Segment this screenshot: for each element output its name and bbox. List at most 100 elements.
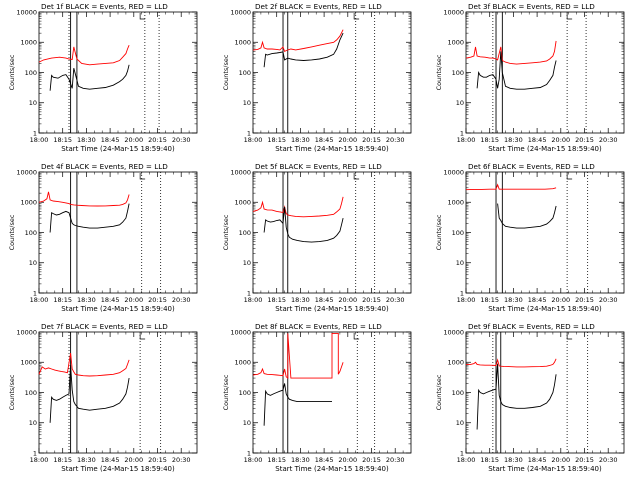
x-tick-label: 20:00 — [338, 296, 357, 304]
detector-plot-1: Det 1f BLACK = Events, RED = LLD 1 10 100 10… — [8, 2, 198, 153]
y-tick-label: 10000 — [230, 328, 251, 336]
plot-frame — [38, 331, 198, 454]
y-tick-label: 1000 — [234, 39, 251, 47]
y-tick-label: 100 — [452, 229, 464, 237]
x-tick-label: 20:15 — [148, 456, 167, 464]
x-tick-label: 18:45 — [528, 456, 547, 464]
x-axis-label: Start Time (24-Mar-15 18:59:40) — [488, 465, 602, 473]
x-tick-label: 18:15 — [267, 296, 286, 304]
detector-plot-2: Det 2f BLACK = Events, RED = LLD 1 10 100 10… — [222, 2, 412, 153]
x-tick-label: 18:45 — [101, 136, 120, 144]
x-tick-label: 18:30 — [77, 136, 96, 144]
x-axis-label: Start Time (24-Mar-15 18:59:40) — [488, 305, 602, 313]
y-axis-label: Counts/sec — [435, 374, 443, 410]
x-tick-label: 18:15 — [267, 136, 286, 144]
y-tick-label: 100 — [25, 69, 37, 77]
x-tick-label: 20:00 — [124, 136, 143, 144]
detector-plot-5: Det 5f BLACK = Events, RED = LLD 1 10 100 10… — [222, 162, 412, 313]
lld-series-line — [38, 191, 130, 207]
plot-title: Det 3f BLACK = Events, RED = LLD — [468, 2, 595, 11]
detector-plot-7: Det 7f BLACK = Events, RED = LLD 1 10 100 10… — [8, 322, 198, 473]
plot-frame — [465, 331, 625, 454]
detector-plot-8: Det 8f BLACK = Events, RED = LLD 1 10 100 10… — [222, 322, 412, 473]
plot-title: Det 9f BLACK = Events, RED = LLD — [468, 322, 595, 331]
lld-series-line — [466, 358, 557, 368]
y-tick-label: 1 — [247, 449, 251, 457]
detector-plot-9: Det 9f BLACK = Events, RED = LLD 1 10 100 10… — [435, 322, 625, 473]
lld-series-line — [38, 45, 130, 66]
x-tick-label: 18:15 — [53, 456, 72, 464]
x-tick-label: 18:30 — [291, 296, 310, 304]
y-tick-label: 1000 — [20, 199, 37, 207]
y-tick-label: 1000 — [447, 359, 464, 367]
x-tick-label: 20:30 — [172, 136, 191, 144]
y-tick-label: 1 — [33, 289, 37, 297]
lld-series-line — [38, 353, 130, 377]
x-tick-label: 18:15 — [480, 136, 499, 144]
y-tick-label: 1 — [460, 129, 464, 137]
x-tick-label: 18:15 — [480, 296, 499, 304]
x-tick-label: 18:15 — [267, 456, 286, 464]
x-tick-label: 20:30 — [386, 296, 405, 304]
y-tick-label: 100 — [25, 229, 37, 237]
x-tick-label: 18:30 — [504, 296, 523, 304]
x-tick-label: 18:00 — [244, 296, 263, 304]
plot-title: Det 5f BLACK = Events, RED = LLD — [255, 162, 382, 171]
y-axis-label: Counts/sec — [8, 374, 16, 410]
y-axis-label: Counts/sec — [8, 214, 16, 250]
y-tick-label: 1000 — [447, 199, 464, 207]
x-tick-label: 18:00 — [244, 456, 263, 464]
events-series-line — [49, 64, 130, 91]
y-tick-label: 1000 — [20, 359, 37, 367]
detector-plot-4: Det 4f BLACK = Events, RED = LLD 1 10 100 10… — [8, 162, 198, 313]
x-tick-label: 20:00 — [124, 296, 143, 304]
x-tick-label: 20:30 — [599, 136, 618, 144]
lld-series-line — [252, 196, 344, 218]
x-tick-label: 18:45 — [101, 296, 120, 304]
x-tick-label: 18:15 — [480, 456, 499, 464]
x-tick-label: 18:45 — [315, 296, 334, 304]
x-tick-label: 20:00 — [124, 456, 143, 464]
events-series-line — [497, 203, 557, 229]
x-tick-label: 18:45 — [315, 136, 334, 144]
y-tick-label: 1 — [460, 289, 464, 297]
y-tick-label: 10 — [29, 259, 37, 267]
x-tick-label: 18:00 — [457, 456, 476, 464]
y-tick-label: 10 — [456, 259, 464, 267]
corner-bracket-marker — [566, 333, 573, 340]
corner-bracket-marker — [353, 13, 360, 20]
y-axis-label: Counts/sec — [435, 214, 443, 250]
x-tick-label: 18:30 — [504, 136, 523, 144]
y-tick-label: 10000 — [16, 8, 37, 16]
x-axis-label: Start Time (24-Mar-15 18:59:40) — [275, 305, 389, 313]
y-tick-label: 10 — [243, 99, 251, 107]
plot-title: Det 2f BLACK = Events, RED = LLD — [255, 2, 382, 11]
y-tick-label: 1 — [247, 129, 251, 137]
x-tick-label: 20:15 — [148, 296, 167, 304]
x-tick-label: 18:30 — [77, 456, 96, 464]
x-tick-label: 20:00 — [551, 296, 570, 304]
corner-bracket-marker — [139, 333, 146, 340]
y-tick-label: 10000 — [443, 168, 464, 176]
y-tick-label: 100 — [452, 69, 464, 77]
x-tick-label: 20:15 — [362, 296, 381, 304]
plot-title: Det 1f BLACK = Events, RED = LLD — [41, 2, 168, 11]
corner-bracket-marker — [353, 333, 360, 340]
y-tick-label: 10 — [243, 259, 251, 267]
x-axis-label: Start Time (24-Mar-15 18:59:40) — [488, 145, 602, 153]
plot-frame — [465, 171, 625, 294]
x-tick-label: 20:00 — [551, 136, 570, 144]
y-tick-label: 10 — [456, 419, 464, 427]
y-tick-label: 1000 — [20, 39, 37, 47]
plot-title: Det 7f BLACK = Events, RED = LLD — [41, 322, 168, 331]
x-tick-label: 18:15 — [53, 136, 72, 144]
corner-bracket-marker — [139, 13, 146, 20]
x-tick-label: 18:00 — [457, 296, 476, 304]
x-tick-label: 20:15 — [575, 136, 594, 144]
x-tick-label: 20:15 — [362, 136, 381, 144]
y-tick-label: 1000 — [234, 359, 251, 367]
y-tick-label: 10 — [243, 419, 251, 427]
events-series-line — [263, 32, 344, 68]
y-tick-label: 1 — [247, 289, 251, 297]
lld-series-line — [465, 40, 557, 65]
